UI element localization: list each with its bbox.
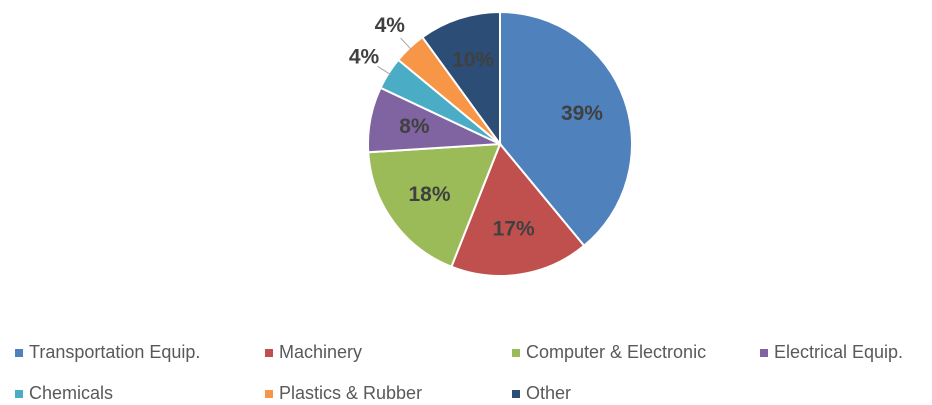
- legend-label: Chemicals: [29, 383, 113, 403]
- pie-slice: [499, 10, 633, 248]
- data-label: 18%: [409, 183, 451, 206]
- legend-label: Transportation Equip.: [29, 342, 200, 362]
- legend-marker: [265, 349, 273, 357]
- legend-marker: [15, 349, 23, 357]
- legend-label: Plastics & Rubber: [279, 383, 422, 403]
- legend-marker: [265, 390, 273, 398]
- legend-label: Other: [526, 383, 571, 403]
- data-label: 10%: [452, 49, 494, 72]
- pie-slice: [450, 142, 586, 277]
- pie-slice: [367, 142, 502, 269]
- legend-label: Machinery: [279, 342, 362, 362]
- data-label: 4%: [375, 14, 406, 37]
- legend-label: Electrical Equip.: [774, 342, 903, 362]
- legend-label: Computer & Electronic: [526, 342, 706, 362]
- legend-marker: [512, 390, 520, 398]
- leader-line: [400, 37, 412, 51]
- data-label: 8%: [399, 115, 430, 138]
- legend-marker: [512, 349, 520, 357]
- data-label: 17%: [493, 218, 535, 241]
- leader-line: [377, 65, 392, 76]
- pie-slice: [421, 10, 501, 148]
- legend-marker: [15, 390, 23, 398]
- data-label: 39%: [561, 102, 603, 125]
- legend-marker: [760, 349, 768, 357]
- data-label: 4%: [349, 45, 380, 68]
